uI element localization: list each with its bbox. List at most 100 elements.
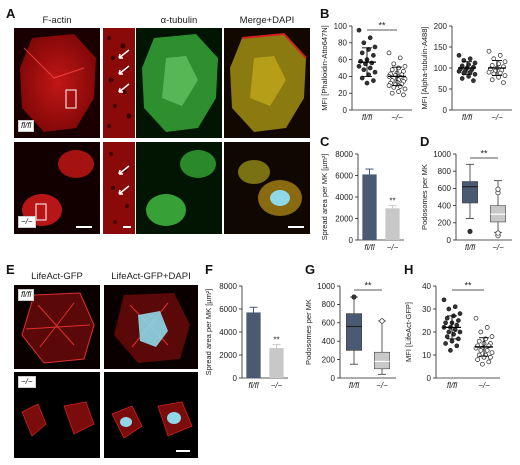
data-point bbox=[489, 77, 495, 83]
data-point bbox=[397, 55, 403, 61]
data-point bbox=[502, 73, 508, 78]
data-point bbox=[456, 53, 462, 58]
data-point bbox=[452, 304, 458, 310]
y-tick-label: 40 bbox=[422, 282, 431, 291]
data-point bbox=[488, 354, 493, 360]
bar bbox=[385, 208, 400, 240]
micrograph-tubulin-flfl bbox=[136, 28, 222, 138]
y-tick-label: 600 bbox=[322, 319, 336, 328]
data-point bbox=[401, 92, 406, 98]
panel-label-g: G bbox=[305, 262, 316, 277]
x-tick-label: −/− bbox=[391, 113, 403, 122]
y-axis-label: MFI [LifeAct-GFP] bbox=[404, 302, 413, 362]
data-point bbox=[497, 53, 503, 58]
data-point bbox=[466, 74, 471, 79]
panel-label-c: C bbox=[320, 134, 330, 149]
data-point bbox=[502, 59, 508, 65]
data-point bbox=[386, 50, 392, 56]
y-axis-label: MFI [Alpha-tubulin-A488] bbox=[420, 27, 429, 110]
box bbox=[374, 351, 391, 370]
data-point bbox=[472, 71, 478, 77]
y-tick-label: 1000 bbox=[317, 282, 335, 291]
data-point bbox=[486, 48, 492, 54]
x-tick-label: fl/fl bbox=[462, 113, 472, 122]
data-point bbox=[441, 297, 447, 303]
x-tick-label: fl/fl bbox=[465, 243, 475, 252]
significance-label: ** bbox=[273, 336, 279, 345]
data-point bbox=[364, 80, 370, 86]
data-point bbox=[475, 357, 480, 362]
data-point bbox=[444, 315, 450, 321]
y-tick-label: 400 bbox=[322, 337, 336, 346]
data-point bbox=[372, 69, 378, 75]
x-tick-label: −/− bbox=[271, 381, 283, 390]
data-point bbox=[389, 90, 395, 96]
data-point bbox=[489, 334, 495, 339]
data-point bbox=[484, 325, 490, 330]
y-tick-label: 0 bbox=[443, 106, 448, 115]
micrograph-merge-ko bbox=[224, 142, 310, 234]
outlier-point bbox=[495, 186, 501, 192]
genotype-label-e-ko: −/− bbox=[18, 376, 36, 388]
y-tick-label: 0 bbox=[331, 374, 336, 383]
micrograph-lifeact-dapi-ko bbox=[104, 372, 198, 458]
x-tick-label: −/− bbox=[387, 243, 399, 252]
y-axis-label: Spread area per MK [µm²] bbox=[204, 289, 213, 376]
panel-label-a: A bbox=[6, 6, 16, 21]
significance-label: ** bbox=[364, 281, 372, 291]
micrograph-factin-flfl: fl/fl bbox=[14, 28, 100, 138]
data-point bbox=[402, 63, 408, 69]
data-point bbox=[361, 40, 367, 46]
data-point bbox=[391, 61, 397, 67]
x-tick-label: fl/fl bbox=[349, 381, 359, 390]
data-point bbox=[476, 338, 482, 344]
column-label-lifeact-dapi: LifeAct-GFP+DAPI bbox=[111, 271, 191, 282]
data-point bbox=[386, 83, 392, 88]
micrograph-zoom-ko bbox=[103, 142, 135, 234]
chart-b-tubulin: 0 50 100 150 200 MFI [Alpha-tubulin-A488] fl/f… bbox=[420, 22, 512, 122]
micrograph-merge-flfl bbox=[224, 28, 310, 138]
data-point bbox=[497, 70, 503, 76]
significance-label: ** bbox=[480, 149, 488, 159]
x-tick-label: fl/fl bbox=[364, 243, 374, 252]
data-point bbox=[452, 327, 458, 333]
micrograph-lifeact-ko: −/− bbox=[14, 372, 100, 458]
significance-label: ** bbox=[464, 281, 472, 291]
data-point bbox=[473, 315, 479, 321]
bar bbox=[362, 174, 377, 240]
data-point bbox=[484, 348, 490, 353]
data-point bbox=[371, 53, 376, 58]
data-point bbox=[359, 50, 365, 56]
y-tick-label: 0 bbox=[349, 236, 354, 245]
data-point bbox=[356, 27, 362, 33]
y-tick-label: 0 bbox=[427, 374, 432, 383]
data-point bbox=[443, 320, 448, 326]
y-tick-label: 80 bbox=[338, 39, 347, 48]
outlier-point bbox=[495, 230, 501, 236]
y-tick-label: 800 bbox=[322, 300, 336, 309]
outlier-point bbox=[467, 228, 473, 234]
data-point bbox=[480, 361, 485, 367]
chart-g-podosomes: 0 200 400 600 800 1000 Podosomes per MK fl/fl −/… bbox=[304, 281, 396, 390]
column-label-merge-dapi: Merge+DAPI bbox=[239, 15, 295, 26]
y-tick-label: 4000 bbox=[219, 328, 237, 337]
data-point bbox=[467, 56, 473, 62]
data-point bbox=[486, 69, 492, 75]
y-tick-label: 400 bbox=[438, 201, 452, 210]
y-tick-label: 0 bbox=[447, 236, 452, 245]
genotype-label-e-flfl: fl/fl bbox=[18, 289, 35, 301]
y-tick-label: 20 bbox=[422, 328, 431, 337]
data-point bbox=[444, 334, 450, 339]
x-tick-label: −/− bbox=[376, 381, 388, 390]
column-label-tubulin: α-tubulin bbox=[160, 15, 198, 26]
y-tick-label: 20 bbox=[338, 89, 347, 98]
y-axis-label: MFI [Phalloidin-Atto647N] bbox=[320, 25, 329, 110]
data-point bbox=[367, 35, 373, 41]
data-point bbox=[486, 359, 492, 365]
data-point bbox=[449, 338, 455, 344]
panel-label-d: D bbox=[420, 134, 430, 149]
chart-c-spread-area: 0 2000 4000 6000 8000 Spread area per MK [µm²… bbox=[320, 150, 404, 252]
y-tick-label: 100 bbox=[434, 64, 448, 73]
y-tick-label: 8000 bbox=[219, 282, 237, 291]
y-tick-label: 40 bbox=[338, 72, 347, 81]
